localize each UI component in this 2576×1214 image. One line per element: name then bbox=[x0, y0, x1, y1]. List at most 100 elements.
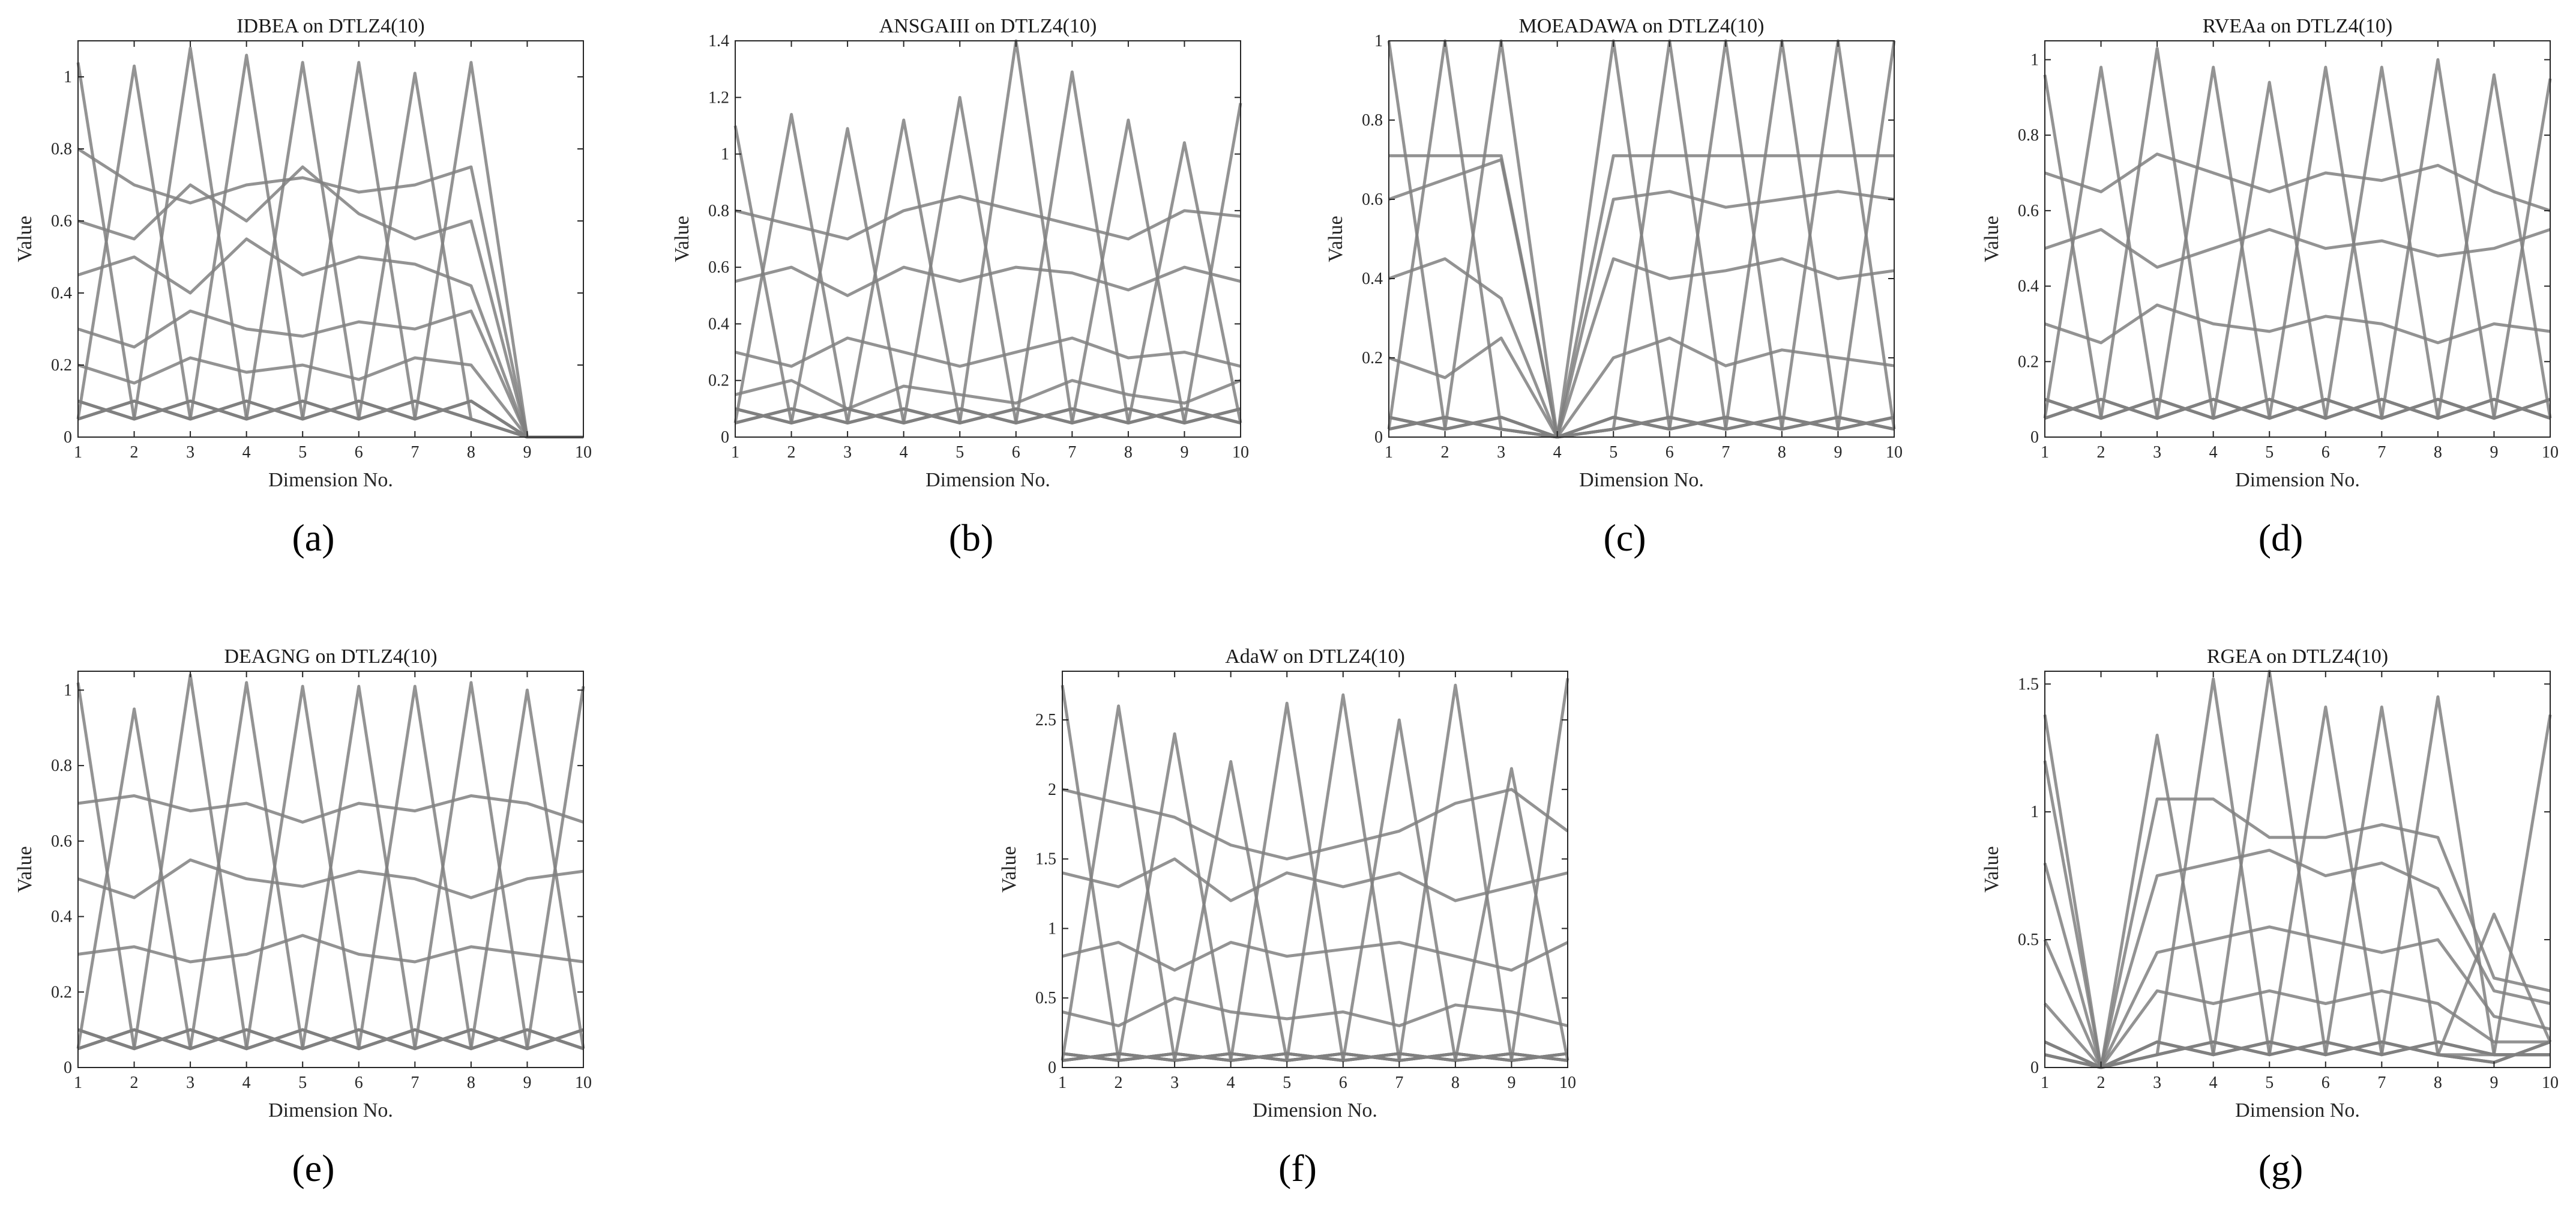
panel-label: (c) bbox=[1603, 516, 1646, 559]
series-line-11 bbox=[1062, 788, 1569, 861]
x-tick-label: 7 bbox=[2377, 1074, 2386, 1092]
series-group bbox=[76, 46, 583, 439]
y-tick-label: 0.4 bbox=[51, 908, 72, 926]
y-tick-label: 1 bbox=[1048, 919, 1056, 938]
series-line-10 bbox=[735, 103, 1242, 424]
series-line-13 bbox=[1062, 941, 1569, 972]
x-axis-label: Dimension No. bbox=[1253, 1099, 1377, 1122]
x-tick-label: 1 bbox=[1385, 443, 1393, 462]
x-axis-label: Dimension No. bbox=[268, 1099, 393, 1122]
x-axis-label: Dimension No. bbox=[268, 469, 393, 491]
x-axis-label: Dimension No. bbox=[925, 469, 1050, 491]
x-tick-label: 2 bbox=[2097, 1074, 2105, 1092]
x-axis-label: Dimension No. bbox=[2235, 1099, 2360, 1122]
x-tick-label: 7 bbox=[411, 443, 419, 462]
series-line-9 bbox=[2044, 714, 2552, 1069]
series-line-11 bbox=[2044, 153, 2551, 213]
panel-label: (e) bbox=[292, 1147, 334, 1189]
chart-panel-1: 1 2 3 4 5 6 7 8 9 10 0 0.2 0.4 0.6 0.8 1 IDBEA on DTLZ4(… bbox=[14, 15, 592, 559]
series-line-10 bbox=[1062, 678, 1569, 1062]
series-line-12 bbox=[2043, 925, 2551, 1069]
series-line-13 bbox=[2044, 989, 2550, 1069]
y-tick-label: 0.8 bbox=[51, 140, 72, 159]
plot-frame bbox=[735, 40, 1241, 438]
series-group bbox=[2043, 669, 2552, 1069]
series-line-5 bbox=[735, 95, 1241, 424]
y-tick-label: 0.6 bbox=[51, 832, 72, 851]
x-tick-label: 10 bbox=[1559, 1074, 1576, 1092]
x-tick-label: 4 bbox=[242, 1074, 251, 1092]
y-tick-label: 0.4 bbox=[51, 284, 72, 303]
x-tick-label: 10 bbox=[1886, 443, 1903, 462]
x-tick-label: 1 bbox=[731, 443, 739, 462]
series-line-1 bbox=[2043, 714, 2550, 1069]
y-tick-label: 0.6 bbox=[2018, 202, 2039, 220]
x-tick-label: 8 bbox=[2434, 1074, 2442, 1092]
x-tick-label: 2 bbox=[1441, 443, 1449, 462]
y-axis-label: Value bbox=[14, 846, 36, 892]
series-line-13 bbox=[2044, 303, 2551, 345]
x-tick-label: 3 bbox=[186, 443, 194, 462]
x-tick-label: 7 bbox=[1395, 1074, 1403, 1092]
plot-frame bbox=[77, 40, 584, 438]
series-group bbox=[1387, 39, 1896, 439]
series-line-13 bbox=[1388, 336, 1895, 439]
x-tick-label: 10 bbox=[2542, 1074, 2559, 1092]
series-line-9 bbox=[1388, 40, 1896, 439]
y-tick-label: 0 bbox=[2030, 428, 2039, 447]
y-tick-label: 1 bbox=[2030, 803, 2039, 821]
x-tick-label: 5 bbox=[2265, 443, 2274, 462]
y-tick-label: 0.6 bbox=[708, 258, 729, 277]
x-tick-label: 5 bbox=[955, 443, 964, 462]
x-tick-label: 2 bbox=[787, 443, 796, 462]
series-line-5 bbox=[1388, 39, 1895, 439]
series-line-10 bbox=[1389, 154, 1894, 439]
series-line-12 bbox=[77, 858, 584, 899]
x-tick-label: 4 bbox=[1553, 443, 1562, 462]
y-tick-label: 0 bbox=[1374, 428, 1383, 447]
chart-title: ANSGAIII on DTLZ4(10) bbox=[879, 15, 1097, 37]
x-tick-label: 6 bbox=[1666, 443, 1674, 462]
series-line-4 bbox=[2044, 669, 2551, 1069]
x-tick-label: 1 bbox=[74, 1074, 82, 1092]
chart-panel-6: 1 2 3 4 5 6 7 8 9 10 0 0.5 1 1.5 2 2.5 AdaW on DTLZ4(10)… bbox=[998, 645, 1576, 1189]
y-tick-label: 2 bbox=[1048, 781, 1056, 799]
chart-panel-3: 1 2 3 4 5 6 7 8 9 10 0 0.2 0.4 0.6 0.8 1 MOEADAWA on DTL… bbox=[1325, 15, 1903, 559]
y-tick-label: 1.4 bbox=[708, 32, 729, 50]
chart-title: RGEA on DTLZ4(10) bbox=[2207, 645, 2388, 668]
y-axis-label: Value bbox=[1325, 216, 1347, 262]
x-tick-label: 9 bbox=[1834, 443, 1842, 462]
series-line-8 bbox=[735, 118, 1241, 424]
plot-frame bbox=[77, 671, 584, 1068]
series-line-11 bbox=[77, 237, 583, 439]
x-tick-label: 5 bbox=[298, 1074, 307, 1092]
x-tick-label: 6 bbox=[355, 443, 363, 462]
series-line-12 bbox=[77, 309, 583, 439]
y-tick-label: 0.5 bbox=[1035, 989, 1056, 1007]
y-tick-label: 0.4 bbox=[708, 315, 729, 333]
chart-panel-4: 1 2 3 4 5 6 7 8 9 10 0 0.2 0.4 0.6 0.8 1 RVEAa on DTLZ4(… bbox=[1981, 15, 2559, 559]
x-tick-label: 6 bbox=[2322, 443, 2330, 462]
y-tick-label: 1 bbox=[2030, 50, 2039, 69]
y-tick-label: 0.2 bbox=[2018, 352, 2039, 371]
x-tick-label: 6 bbox=[355, 1074, 363, 1092]
x-tick-label: 4 bbox=[1227, 1074, 1235, 1092]
x-tick-label: 8 bbox=[467, 1074, 475, 1092]
x-tick-label: 9 bbox=[2490, 1074, 2498, 1092]
x-tick-label: 3 bbox=[186, 1074, 194, 1092]
y-tick-label: 0 bbox=[2030, 1058, 2039, 1077]
x-tick-label: 7 bbox=[1068, 443, 1076, 462]
y-tick-label: 0.2 bbox=[51, 983, 72, 1001]
chart-panel-5: 1 2 3 4 5 6 7 8 9 10 0 0.2 0.4 0.6 0.8 1 DEAGNG on DTLZ4… bbox=[14, 645, 592, 1189]
x-tick-label: 1 bbox=[1058, 1074, 1067, 1092]
y-tick-label: 1 bbox=[64, 681, 72, 699]
chart-panel-7: 1 2 3 4 5 6 7 8 9 10 0 0.5 1 1.5 RGEA on DTLZ4(10) Dime… bbox=[1981, 645, 2559, 1189]
y-tick-label: 1 bbox=[64, 68, 72, 86]
chart-panel-2: 1 2 3 4 5 6 7 8 9 10 0 0.2 0.4 0.6 0.8 1 1.2 1.4 ANSGAIII … bbox=[671, 15, 1249, 559]
x-tick-label: 10 bbox=[1232, 443, 1249, 462]
y-tick-label: 2.5 bbox=[1035, 711, 1056, 729]
y-tick-label: 0 bbox=[721, 428, 729, 447]
plot-frame bbox=[1388, 40, 1895, 438]
series-line-9 bbox=[77, 147, 583, 439]
